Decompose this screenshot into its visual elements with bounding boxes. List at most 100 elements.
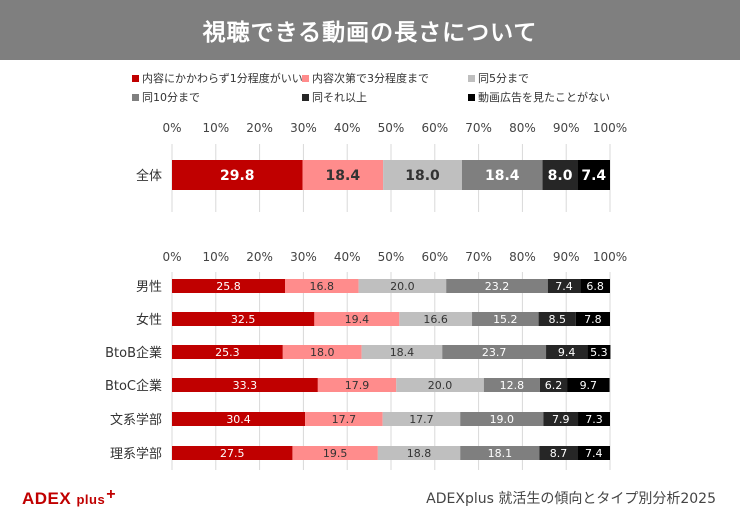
x-tick-label: 50%	[378, 121, 405, 135]
data-label: 33.3	[233, 379, 258, 392]
bar-segment	[172, 312, 315, 326]
data-label: 8.7	[550, 447, 568, 460]
category-label: BtoB企業	[105, 345, 162, 361]
data-label: 25.8	[216, 280, 241, 293]
bar-segment	[446, 279, 548, 293]
bar-segment	[577, 446, 610, 460]
bar-segment	[543, 412, 579, 426]
legend-label: 同それ以上	[312, 91, 367, 104]
bar-segment	[377, 446, 461, 460]
data-label: 25.3	[215, 346, 240, 359]
data-label: 9.7	[580, 379, 598, 392]
x-tick-label: 20%	[246, 121, 273, 135]
category-label: 男性	[136, 280, 162, 295]
bar-segment	[172, 160, 303, 190]
data-label: 18.0	[310, 346, 335, 359]
data-label: 18.4	[390, 346, 415, 359]
bar-segment	[460, 412, 544, 426]
bar-segment	[546, 345, 588, 359]
x-tick-label: 10%	[202, 121, 229, 135]
data-label: 7.4	[585, 447, 603, 460]
x-tick-label: 60%	[421, 250, 448, 264]
category-label: BtoC企業	[105, 378, 162, 394]
data-label: 7.3	[585, 413, 603, 426]
page-title: 視聴できる動画の長さについて	[0, 0, 740, 60]
bar-segment	[172, 279, 286, 293]
data-label: 16.8	[310, 280, 335, 293]
bar-segment	[361, 345, 443, 359]
bar-segment	[302, 160, 384, 190]
data-label: 9.4	[558, 346, 576, 359]
bar-segment	[578, 412, 610, 426]
category-label: 女性	[136, 312, 162, 328]
x-tick-label: 20%	[246, 250, 273, 264]
x-tick-label: 80%	[509, 121, 536, 135]
data-label: 8.5	[548, 313, 566, 326]
legend-item: 同10分まで	[132, 89, 200, 105]
category-label: 文系学部	[110, 412, 162, 428]
data-label: 17.7	[332, 413, 357, 426]
x-tick-label: 90%	[553, 121, 580, 135]
legend-item: 動画広告を見たことがない	[468, 89, 610, 105]
data-label: 30.4	[226, 413, 251, 426]
legend-label: 同5分まで	[478, 72, 529, 85]
bar-segment	[292, 446, 378, 460]
bar-segment	[172, 378, 318, 392]
bar-segment	[539, 446, 578, 460]
bar-segment	[396, 378, 484, 392]
data-label: 20.0	[428, 379, 453, 392]
data-label: 18.0	[405, 168, 440, 184]
data-label: 18.1	[488, 447, 513, 460]
data-label: 17.7	[409, 413, 434, 426]
x-tick-label: 0%	[162, 121, 181, 135]
logo-main: ADEX	[22, 489, 72, 508]
data-label: 16.6	[423, 313, 448, 326]
bar-segment	[580, 279, 610, 293]
bar-segment	[575, 312, 610, 326]
bar-segment	[314, 312, 400, 326]
bar-segment	[483, 378, 540, 392]
bar-segment	[399, 312, 473, 326]
legend-label: 内容にかかわらず1分程度がいい	[142, 72, 303, 85]
x-tick-label: 70%	[465, 250, 492, 264]
x-tick-label: 10%	[202, 250, 229, 264]
bar-segment	[587, 345, 611, 359]
bar-segment	[172, 446, 293, 460]
legend-label: 内容次第で3分程度まで	[312, 72, 429, 85]
legend-item: 内容次第で3分程度まで	[302, 70, 429, 86]
x-tick-label: 30%	[290, 121, 317, 135]
data-label: 6.2	[545, 379, 563, 392]
legend-label: 動画広告を見たことがない	[478, 91, 610, 104]
data-label: 20.0	[390, 280, 415, 293]
data-label: 29.8	[220, 168, 255, 184]
legend-swatch	[468, 74, 475, 82]
x-tick-label: 70%	[465, 121, 492, 135]
data-label: 18.4	[326, 168, 361, 184]
bar-segment	[472, 312, 539, 326]
data-label: 8.0	[548, 168, 573, 184]
bar-segment	[383, 160, 462, 190]
data-label: 23.7	[482, 346, 507, 359]
data-label: 12.8	[500, 379, 525, 392]
data-label: 15.2	[493, 313, 518, 326]
data-label: 17.9	[345, 379, 370, 392]
data-label: 19.4	[345, 313, 370, 326]
x-tick-label: 100%	[593, 250, 627, 264]
data-label: 23.2	[485, 280, 510, 293]
data-label: 5.3	[590, 346, 608, 359]
bar-segment	[538, 312, 576, 326]
legend-item: 内容にかかわらず1分程度がいい	[132, 70, 303, 86]
bar-segment	[172, 345, 283, 359]
bar-segment	[539, 378, 568, 392]
x-tick-label: 100%	[593, 121, 627, 135]
source-note: ADEXplus 就活生の傾向とタイプ別分析2025	[426, 491, 716, 507]
category-label: 全体	[136, 168, 162, 184]
bar-segment	[172, 412, 306, 426]
bar-segment	[577, 160, 610, 190]
bar-segment	[542, 160, 578, 190]
data-label: 7.4	[555, 280, 573, 293]
legend-item: 同5分まで	[468, 70, 529, 86]
legend-label: 同10分まで	[142, 91, 200, 104]
x-tick-label: 80%	[509, 250, 536, 264]
